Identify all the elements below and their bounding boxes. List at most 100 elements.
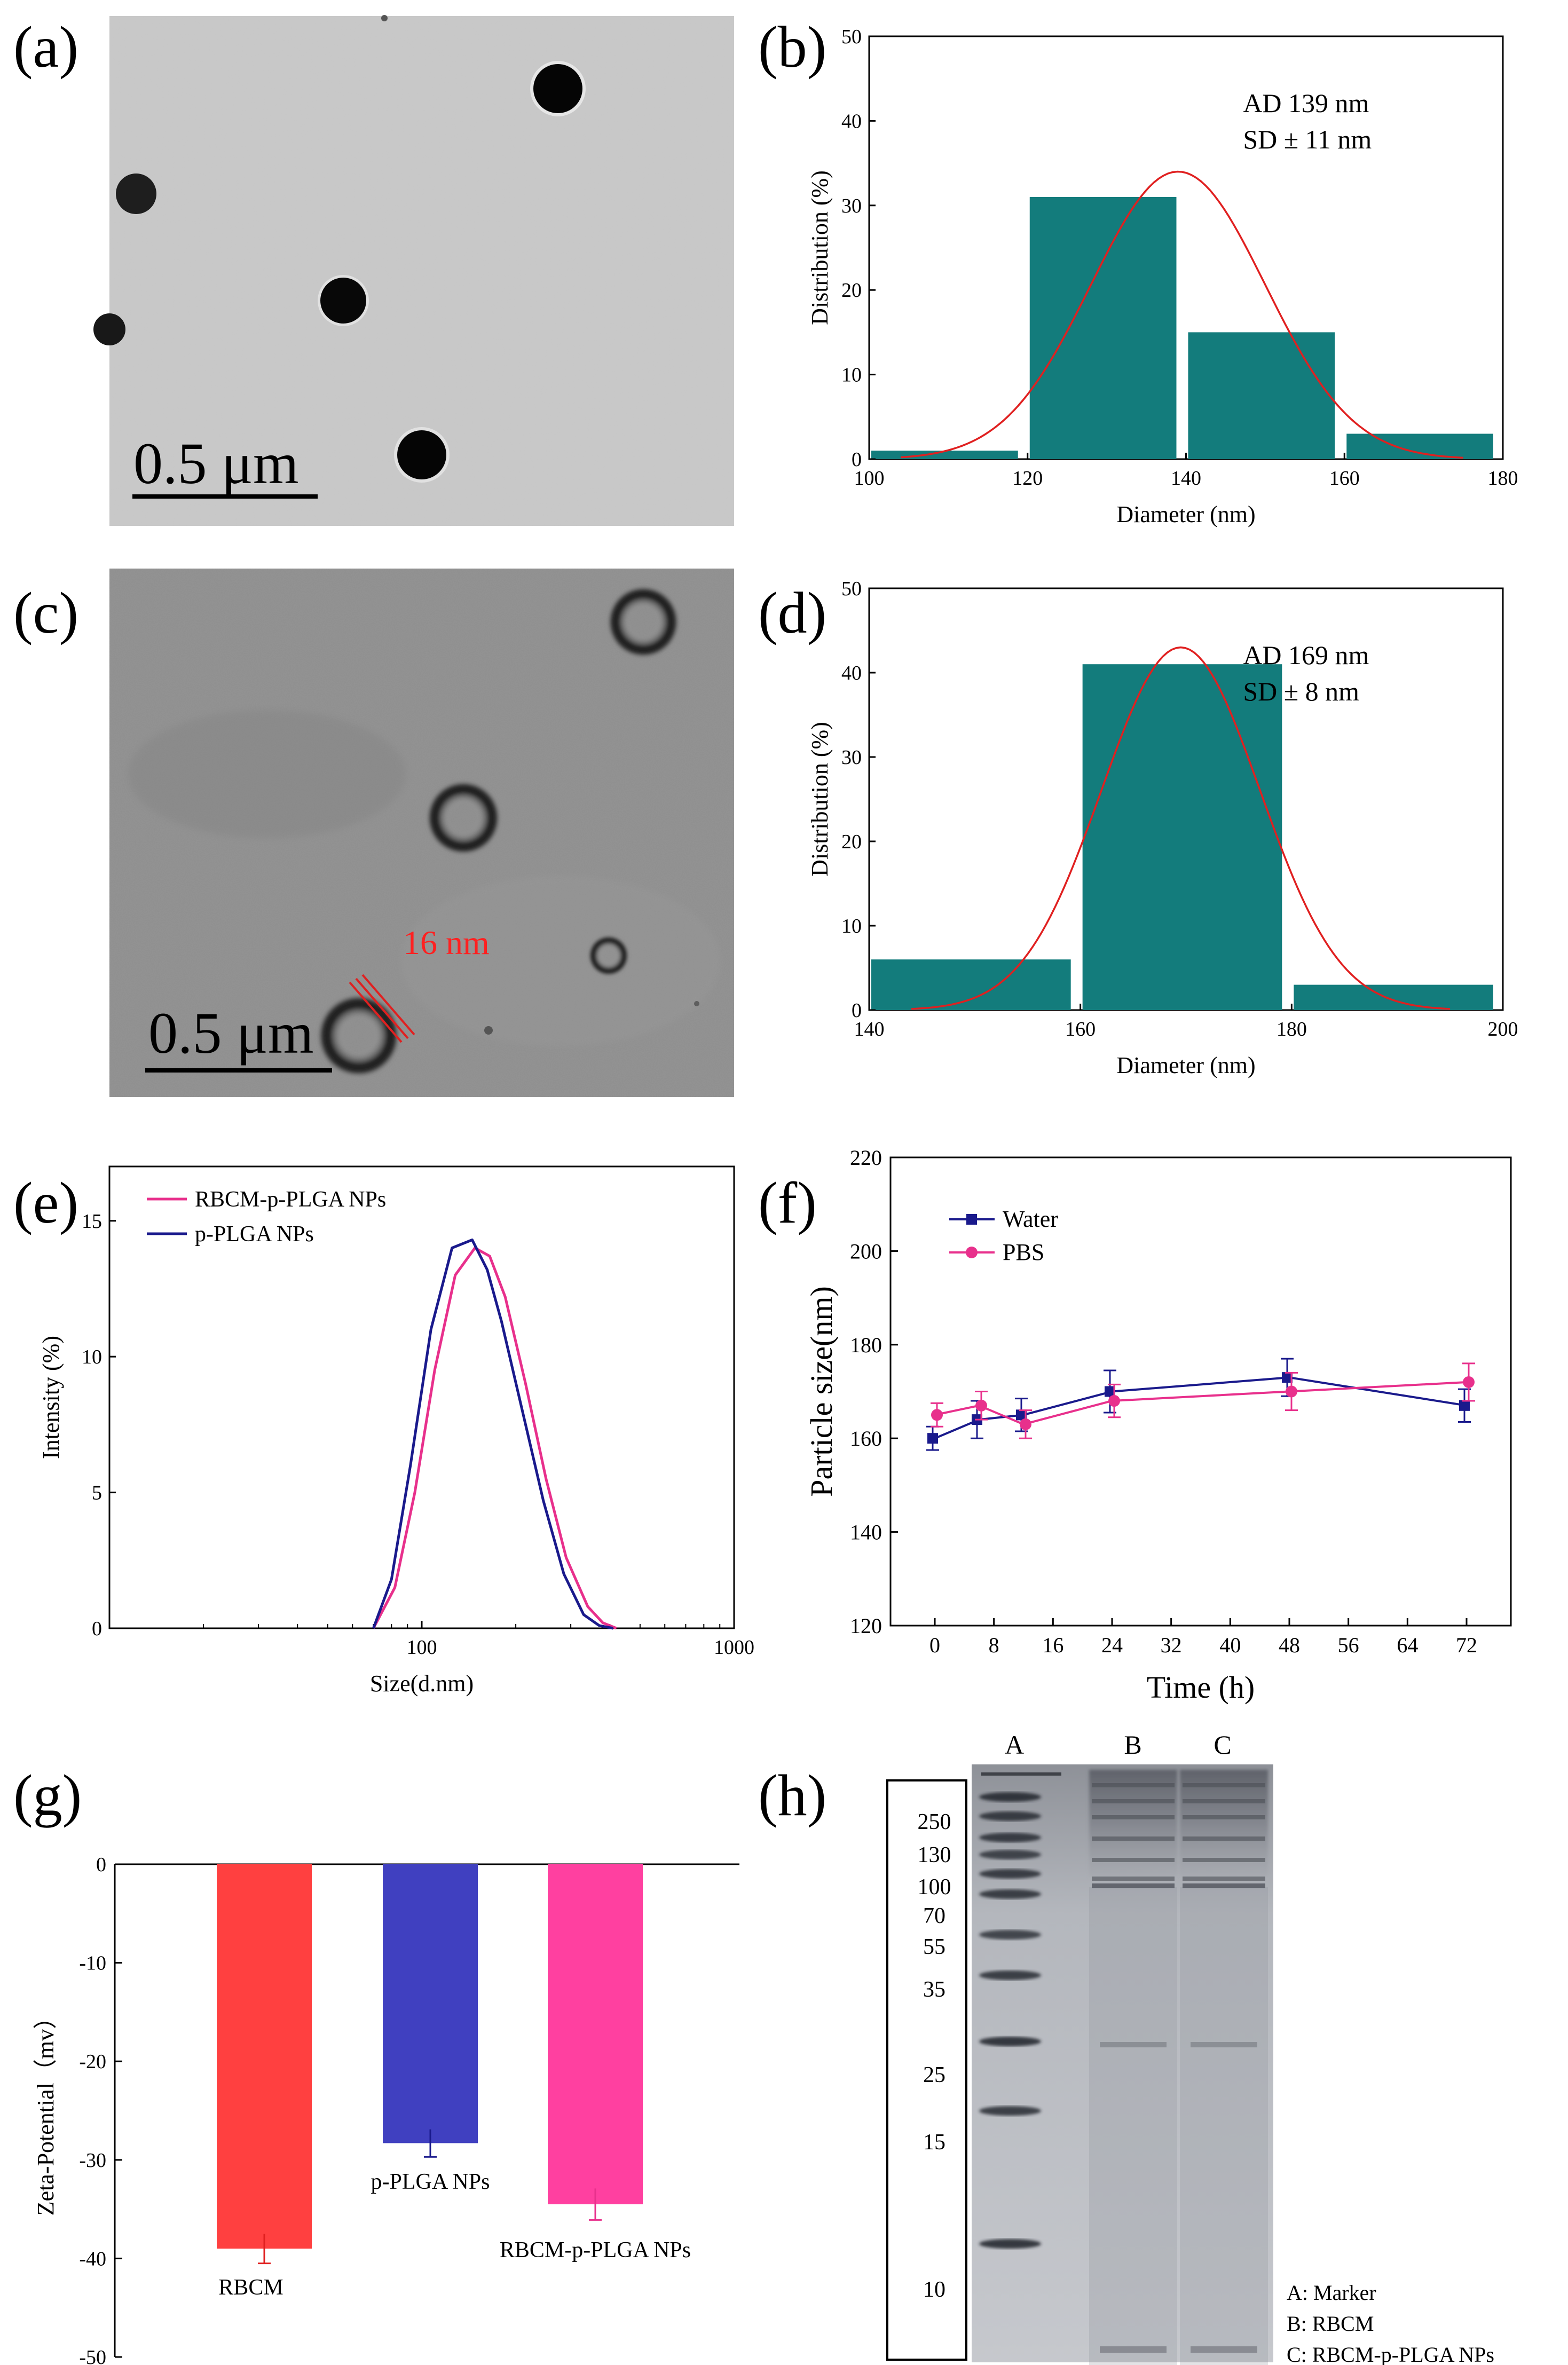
y-tick-label: 220 — [850, 1146, 882, 1170]
bar — [383, 1864, 478, 2143]
x-tick-label: 24 — [1101, 1633, 1123, 1657]
marker-band — [979, 1930, 1041, 1940]
histogram-bar — [1029, 196, 1177, 459]
category-label: p-PLGA NPs — [371, 2170, 490, 2194]
particle — [397, 430, 446, 479]
plot-frame — [868, 35, 1504, 460]
x-axis-label: Size(d.nm) — [370, 1670, 474, 1697]
category-label: RBCM — [218, 2275, 283, 2300]
tem-image-a: 0.5 μm — [93, 15, 734, 526]
x-tick-label: 180 — [1488, 467, 1518, 490]
x-tick-label: 72 — [1456, 1633, 1477, 1657]
x-tick-label: 160 — [1065, 1018, 1096, 1040]
marker-size-label: 35 — [923, 1977, 945, 2002]
histogram-b: 100 120 140 160 180 0 10 20 30 40 50 Diameter (nm) D… — [807, 26, 1518, 527]
marker-band — [979, 1869, 1041, 1879]
panel-f-label: (f) — [758, 1170, 817, 1235]
x-tick-label: 40 — [1219, 1633, 1241, 1657]
gel-image-h: A B C 250 130 100 70 55 35 25 15 10 A: Marker B: RBCM… — [886, 1730, 1494, 2365]
gel-legend-item: C: RBCM-p-PLGA NPs — [1287, 2343, 1494, 2365]
y-tick-label: -50 — [79, 2346, 106, 2365]
y-tick-label: 0 — [92, 1618, 102, 1640]
scale-label-a: 0.5 μm — [133, 431, 299, 496]
legend-label: PBS — [1003, 1239, 1044, 1265]
x-tick-label: 140 — [1171, 467, 1201, 490]
line-chart-f: 0 8 16 24 32 40 48 56 64 72 120 140 160 180 200 220 Time… — [804, 1146, 1512, 1705]
marker-band — [979, 1970, 1041, 1980]
y-tick-label: -40 — [79, 2248, 106, 2270]
series-line — [372, 1247, 617, 1630]
panel-c-label: (c) — [13, 580, 78, 645]
x-tick-label: 56 — [1338, 1633, 1359, 1657]
y-tick-label: 0 — [852, 448, 862, 471]
marker-band — [979, 1833, 1041, 1842]
protein-band — [1100, 2042, 1167, 2047]
panel-h-label: (h) — [758, 1763, 826, 1828]
line-chart-e: 100 1000 0 5 10 15 Size(d.nm) Intensity (%) RBCM… — [38, 1165, 754, 1697]
x-tick-label: 32 — [1161, 1633, 1182, 1657]
x-axis-label: Diameter (nm) — [1116, 501, 1255, 527]
x-axis-label: Time (h) — [1147, 1670, 1255, 1705]
marker-band — [979, 1811, 1041, 1821]
x-axis-label: Diameter (nm) — [1116, 1052, 1255, 1078]
histogram-bar — [871, 959, 1071, 1010]
marker-size-label: 15 — [923, 2130, 945, 2155]
x-tick-label: 140 — [854, 1018, 885, 1040]
protein-band — [1092, 1799, 1175, 1803]
panel-h: (h) A B C 250 130 100 70 55 35 25 15 10 A: Marker B: … — [758, 1730, 1494, 2365]
histogram-bar — [1188, 332, 1335, 459]
panel-a: (a) 0.5 μm — [13, 14, 734, 526]
tem-image-c: 16 nm 0.5 μm — [109, 569, 734, 1097]
legend-marker — [966, 1247, 978, 1258]
marker-band — [981, 1772, 1061, 1776]
category-label: RBCM-p-PLGA NPs — [500, 2238, 691, 2262]
marker-band — [979, 2239, 1041, 2249]
y-tick-label: 10 — [841, 364, 862, 387]
y-axis-label: Particle size(nm) — [804, 1286, 839, 1497]
protein-band — [1183, 1858, 1265, 1862]
marker-size-label: 100 — [918, 1875, 951, 1899]
bar-chart-g: 0 -10 -20 -30 -40 -50 Zeta-Potential（mv） RBCM p-… — [33, 1854, 739, 2365]
y-tick-label: 0 — [96, 1854, 106, 1876]
histogram-bar — [1294, 984, 1493, 1010]
membrane-thickness-label: 16 nm — [403, 924, 490, 961]
plot-frame — [889, 1156, 1512, 1627]
panel-c: (c) 16 nm 0.5 μm — [13, 569, 734, 1097]
x-tick-label: 160 — [1329, 467, 1360, 490]
marker-band — [979, 1792, 1041, 1802]
y-tick-label: 140 — [850, 1520, 882, 1544]
protein-band — [1183, 1799, 1265, 1803]
x-tick-label: 48 — [1279, 1633, 1300, 1657]
panel-f: (f) 0 8 16 24 32 40 48 56 64 72 120 140 160 180 200 220… — [758, 1146, 1512, 1705]
y-tick-label: 10 — [841, 915, 862, 937]
particle — [320, 278, 366, 324]
panel-e-label: (e) — [13, 1170, 78, 1235]
histogram-bar — [1082, 664, 1282, 1010]
x-tick-label: 120 — [1012, 467, 1043, 490]
x-tick-label: 64 — [1397, 1633, 1418, 1657]
y-axis-label: Distribution (%) — [807, 170, 833, 325]
y-tick-label: 120 — [850, 1614, 882, 1638]
y-tick-label: 50 — [841, 26, 862, 48]
marker-band — [979, 1850, 1041, 1859]
data-point — [1463, 1376, 1475, 1388]
protein-band — [1092, 1836, 1175, 1841]
marker-size-label: 25 — [923, 2063, 945, 2087]
y-tick-label: 15 — [82, 1210, 102, 1233]
y-tick-label: 160 — [850, 1426, 882, 1450]
legend-marker — [966, 1214, 977, 1225]
gaussian-fit-curve — [901, 170, 1463, 459]
data-point — [931, 1409, 943, 1421]
data-point — [1459, 1400, 1470, 1411]
y-tick-label: 30 — [841, 746, 862, 769]
lane-label: C — [1214, 1730, 1231, 1760]
panel-a-label: (a) — [13, 14, 78, 80]
y-tick-label: 30 — [841, 195, 862, 217]
particle — [533, 64, 582, 113]
stats-annotation: AD 169 nm — [1243, 640, 1369, 670]
marker-size-label: 250 — [918, 1810, 951, 1834]
data-point — [975, 1399, 987, 1412]
vesicle — [588, 935, 629, 976]
y-tick-label: 180 — [850, 1333, 882, 1357]
